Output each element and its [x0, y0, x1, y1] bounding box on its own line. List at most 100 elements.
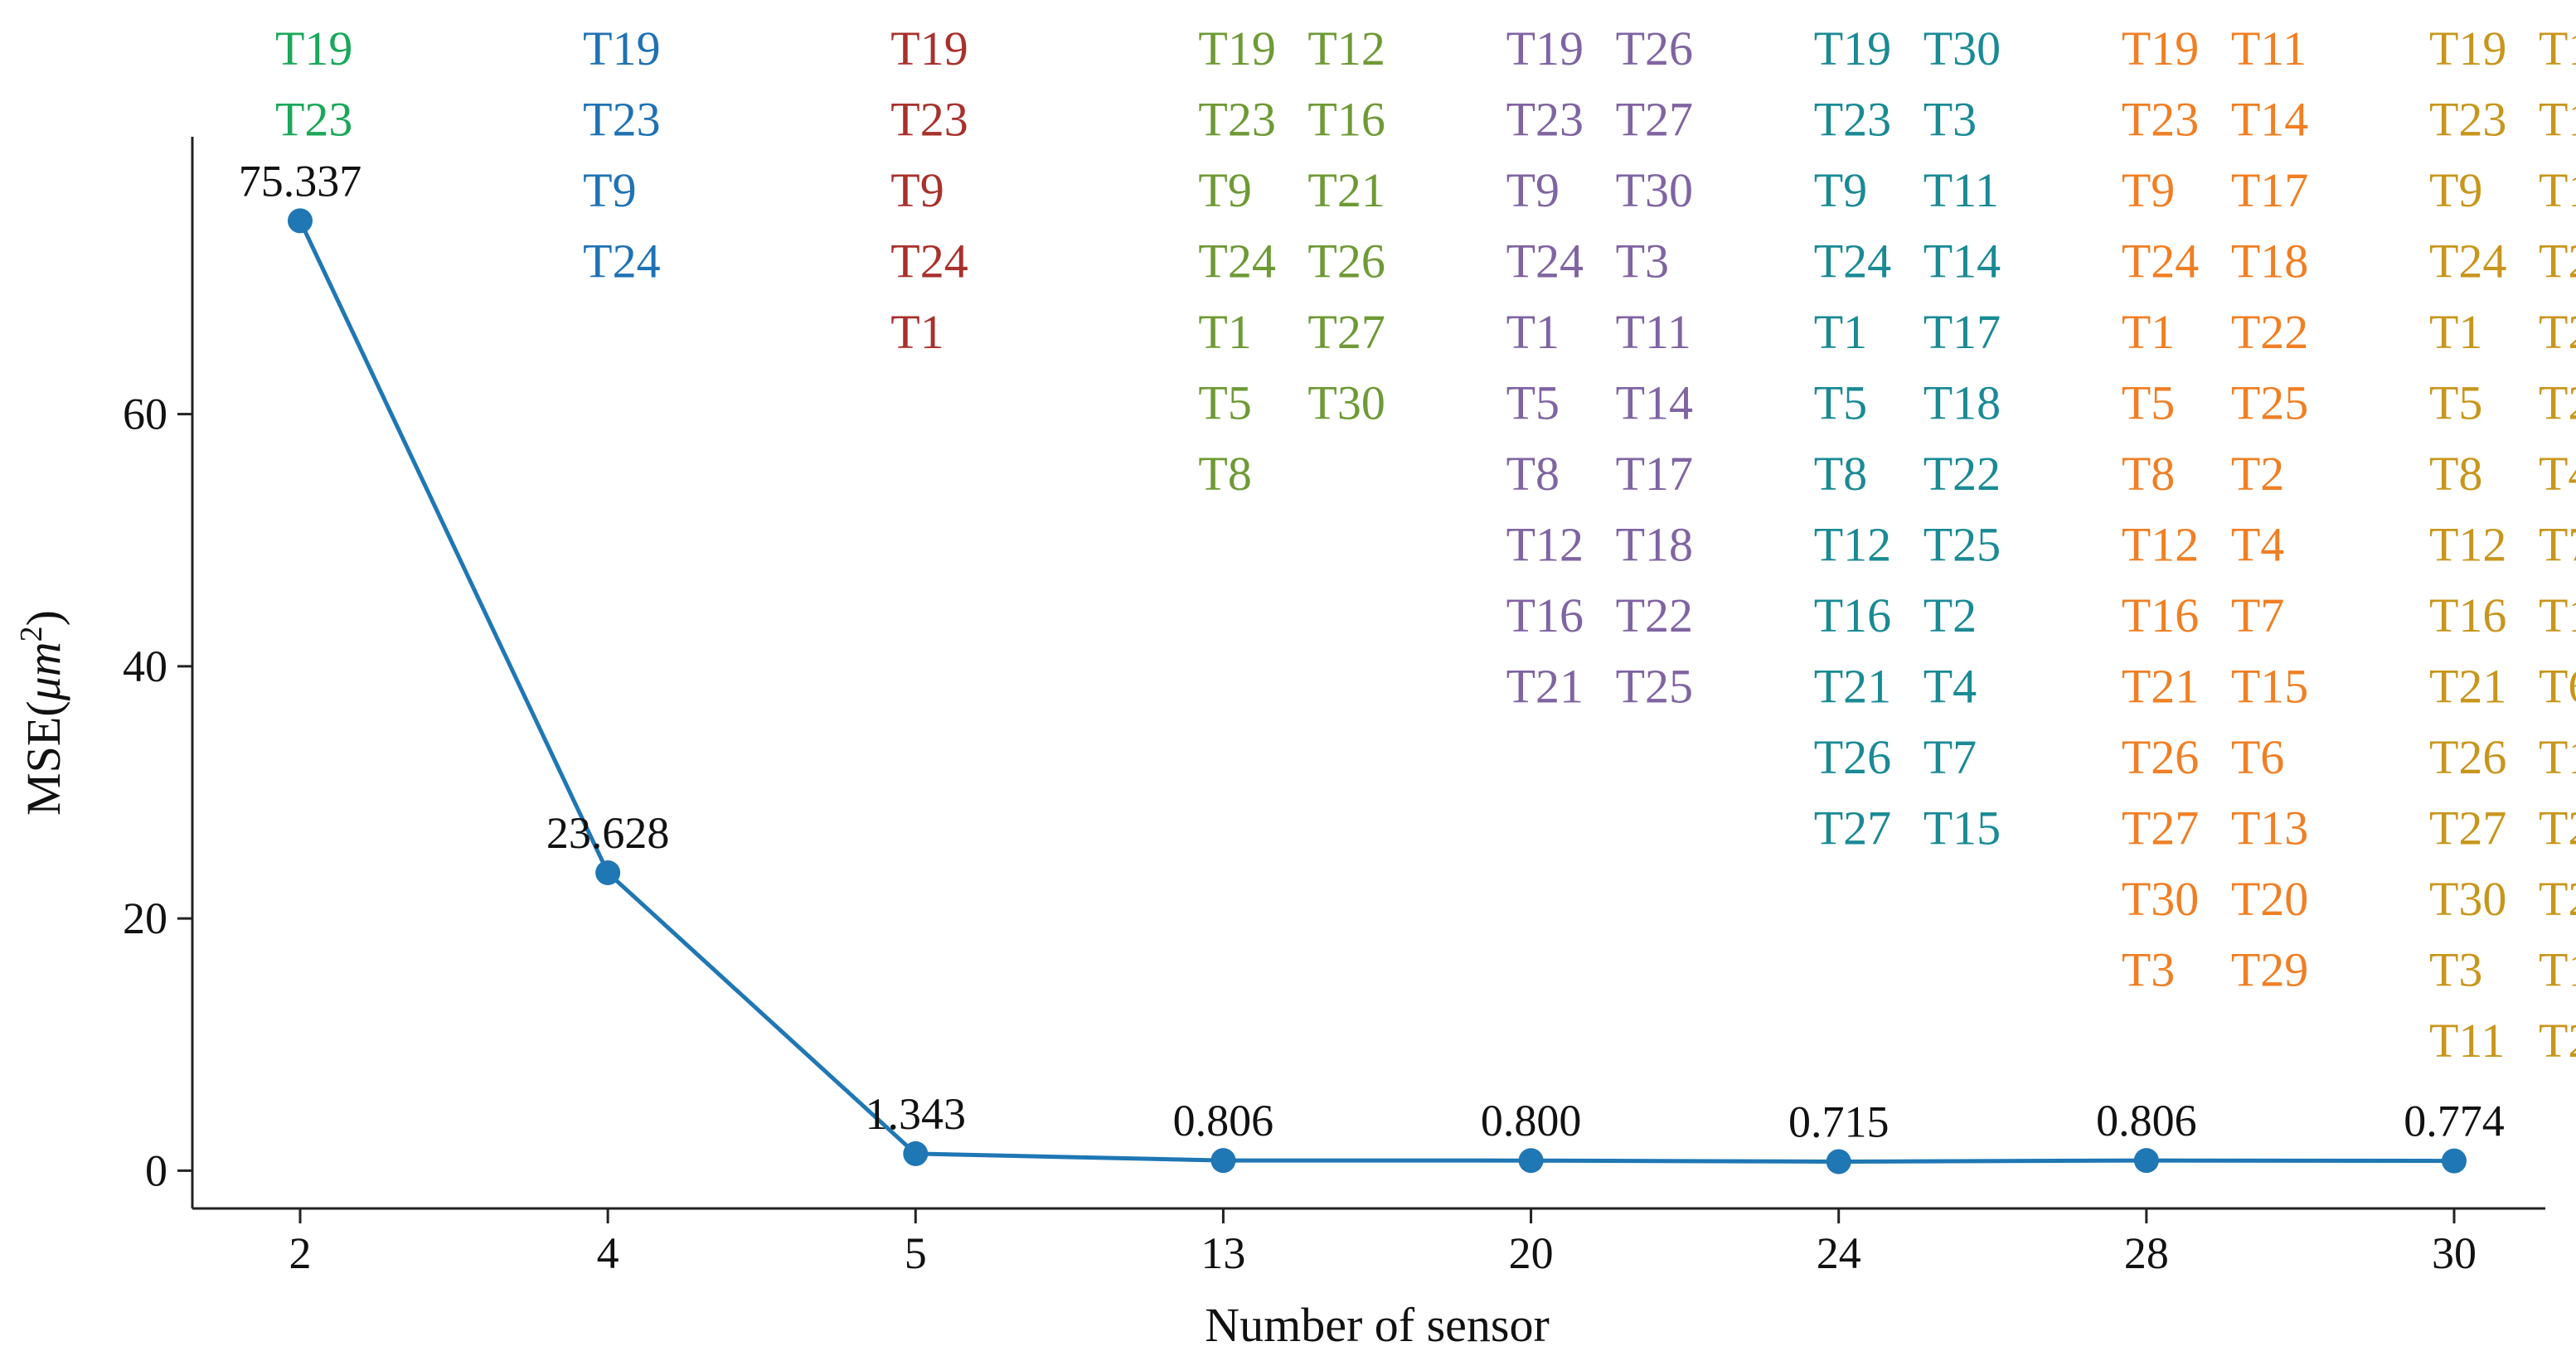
sensor-set: T19 T23 T9 T24	[583, 22, 660, 288]
data-label: 0.800	[1481, 1096, 1582, 1145]
sensor-label: T16	[2122, 588, 2199, 642]
sensor-label: T22	[1616, 588, 1693, 642]
sensor-label: T5	[1814, 376, 1867, 430]
sensor-label: T24	[1814, 235, 1891, 288]
sensor-label: T18	[2539, 163, 2576, 217]
data-point	[1518, 1148, 1544, 1174]
sensor-label: T30	[2429, 872, 2506, 926]
sensor-label: T19	[1506, 22, 1584, 75]
sensor-label: T21	[1814, 660, 1891, 714]
sensor-label: T9	[890, 163, 944, 217]
sensor-label: T4	[2539, 447, 2576, 501]
sensor-label: T27	[2122, 801, 2199, 855]
data-label: 75.337	[239, 156, 362, 206]
sensor-label: T24	[1198, 235, 1275, 288]
sensor-label: T1	[2429, 305, 2482, 359]
sensor-label: T24	[2122, 235, 2199, 288]
data-point	[595, 860, 621, 885]
sensor-label: T3	[2429, 943, 2482, 997]
sensor-label: T30	[1924, 22, 2001, 75]
sensor-label: T15	[2231, 660, 2308, 714]
sensor-label: T23	[1814, 93, 1891, 147]
sensor-label: T12	[1814, 518, 1891, 572]
sensor-label: T23	[2429, 93, 2506, 147]
y-axis-title: MSE(μm2)	[14, 610, 70, 816]
sensor-label: T22	[2539, 235, 2576, 288]
y-tick-label: 60	[123, 390, 167, 439]
x-tick-label: 2	[289, 1228, 312, 1278]
sensor-label: T19	[2122, 22, 2199, 75]
y-tick-label: 40	[123, 642, 167, 691]
data-label: 23.628	[546, 808, 670, 858]
y-ticks: 0 20 40 60	[123, 390, 192, 1195]
data-label: 0.806	[1173, 1096, 1274, 1145]
sensor-label: T16	[2429, 588, 2506, 642]
sensor-label: T30	[2122, 872, 2199, 926]
sensor-label: T12	[1307, 22, 1385, 75]
sensor-label: T19	[1814, 22, 1891, 75]
sensor-label: T25	[2539, 305, 2576, 359]
sensor-label: T13	[2539, 730, 2576, 784]
data-label: 0.774	[2404, 1097, 2505, 1146]
data-point	[288, 208, 313, 234]
sensor-label: T24	[1506, 235, 1584, 288]
sensor-label: T19	[1198, 22, 1275, 75]
sensor-label: T24	[2429, 235, 2506, 288]
sensor-label: T7	[2539, 518, 2576, 572]
sensor-label: T14	[2231, 93, 2308, 147]
sensor-label: T18	[1616, 518, 1693, 572]
sensor-label: T18	[2231, 235, 2308, 288]
sensor-label: T9	[1506, 163, 1560, 217]
sensor-label: T4	[2231, 518, 2284, 572]
data-point	[903, 1140, 929, 1166]
y-tick-label: 20	[123, 894, 167, 943]
sensor-label: T27	[1616, 93, 1693, 147]
x-tick-label: 13	[1201, 1228, 1245, 1278]
sensor-label: T3	[1924, 93, 1977, 147]
sensor-label: T2	[1924, 588, 1977, 642]
sensor-label: T5	[2429, 376, 2482, 430]
sensor-label: T23	[890, 93, 968, 147]
sensor-label: T26	[1307, 235, 1385, 288]
sensor-label: T11	[2429, 1014, 2505, 1068]
x-tick-label: 5	[905, 1228, 927, 1278]
sensor-label: T16	[1307, 93, 1385, 147]
sensor-label: T23	[275, 93, 352, 147]
sensor-label: T5	[2122, 376, 2175, 430]
sensor-label: T4	[1924, 660, 1977, 714]
sensor-label: T26	[2429, 730, 2506, 784]
sensor-label: T2	[2539, 376, 2576, 430]
sensor-label: T15	[1924, 801, 2001, 855]
sensor-label: T6	[2231, 730, 2284, 784]
sensor-label: T12	[2122, 518, 2199, 572]
sensor-label: T5	[1198, 376, 1251, 430]
x-ticks: 2 4 5 13 20 24 28 30	[289, 1208, 2477, 1278]
data-point	[1210, 1148, 1236, 1174]
sensor-label: T19	[275, 22, 352, 75]
sensor-label: T10	[2539, 943, 2576, 997]
sensor-sets: T19T23T19T23T9T24T19T23T9T24T1T19T23T9T2…	[275, 22, 2576, 1068]
sensor-label: T20	[2231, 872, 2308, 926]
sensor-label: T9	[2122, 163, 2175, 217]
sensor-label: T5	[1506, 376, 1560, 430]
sensor-label: T23	[1506, 93, 1584, 147]
x-tick-label: 28	[2124, 1228, 2169, 1278]
sensor-label: T1	[1506, 305, 1560, 359]
sensor-label: T26	[1814, 730, 1891, 784]
sensor-label: T12	[1506, 518, 1584, 572]
sensor-label: T8	[2429, 447, 2482, 501]
data-label: 1.343	[866, 1089, 967, 1139]
sensor-label: T11	[2231, 22, 2307, 75]
y-tick-label: 0	[145, 1145, 167, 1195]
sensor-set: T19 T23 T9 T24 T1 T5 T8 T12 T16 T21 T26 T27 T30 T3 T11…	[1814, 22, 2001, 855]
sensor-label: T17	[1924, 305, 2001, 359]
sensor-label: T9	[583, 163, 636, 217]
sensor-label: T24	[890, 235, 968, 288]
sensor-label: T7	[2231, 588, 2284, 642]
series-line	[298, 220, 2455, 1164]
sensor-label: T17	[2539, 93, 2576, 147]
sensor-label: T11	[1616, 305, 1691, 359]
sensor-label: T3	[1616, 235, 1669, 288]
